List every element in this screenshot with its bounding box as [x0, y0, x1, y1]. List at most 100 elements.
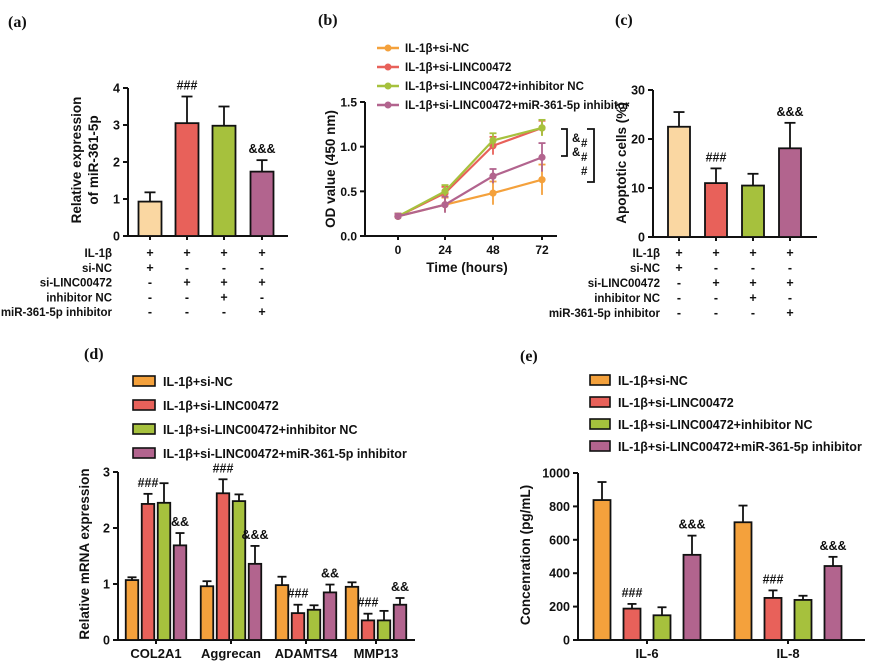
- ytick-label: 0: [113, 230, 120, 244]
- ytick-label: 3: [103, 466, 110, 480]
- bar: [124, 579, 140, 641]
- legend-label: IL-1β+si-LINC00472+inhibitor NC: [405, 81, 584, 93]
- y-axis-label: Apoptotic cells (%): [614, 102, 629, 224]
- legend-item: IL-1β+si-LINC00472+miR-361-5p inhibitor: [377, 100, 630, 112]
- legend-swatch: [132, 375, 156, 387]
- legend-label: IL-1β+si-LINC00472+miR-361-5p inhibitor: [618, 440, 862, 454]
- matrix-value: -: [185, 290, 189, 304]
- significance-annotation: ###: [358, 596, 379, 610]
- significance-annotation: ###: [213, 461, 234, 475]
- matrix-value: -: [714, 306, 718, 320]
- legend-dot-marker: [384, 101, 392, 109]
- series-line: [397, 156, 543, 218]
- significance-annotation: &&&: [678, 518, 705, 532]
- bar: [763, 597, 783, 641]
- legend-label: IL-1β+si-LINC00472+inhibitor NC: [618, 418, 812, 432]
- matrix-row-label: IL-1β: [85, 248, 112, 260]
- matrix-value: -: [148, 305, 152, 319]
- bar: [392, 603, 408, 641]
- matrix-value: +: [146, 246, 153, 260]
- legend-label: IL-1β+si-LINC00472: [163, 399, 279, 413]
- matrix-value: -: [677, 291, 681, 305]
- ytick-label: 400: [549, 567, 570, 581]
- ytick-label: 0.5: [340, 185, 357, 199]
- bar: [793, 599, 813, 641]
- bar: [682, 553, 702, 641]
- bar: [376, 619, 392, 641]
- xtick-label: 72: [535, 243, 549, 257]
- series-line: [397, 126, 543, 218]
- panel-b-label: (b): [318, 12, 338, 29]
- panel-d: (d) IL-1β+si-NC IL-1β+si-LINC00472 IL-1β+s…: [70, 340, 470, 671]
- ytick-label: 1.5: [340, 96, 357, 110]
- matrix-value: +: [258, 246, 265, 260]
- y-axis-label: Relative mRNA expression: [77, 468, 92, 639]
- matrix-row-label: inhibitor NC: [594, 293, 660, 305]
- panel-e-chart: IL-1β+si-NC IL-1β+si-LINC00472 IL-1β+si-LI…: [518, 374, 865, 661]
- significance-annotation: &&: [391, 580, 409, 594]
- legend-swatch: [589, 440, 611, 452]
- legend-label: IL-1β+si-LINC00472+miR-361-5p inhibitor: [163, 447, 407, 461]
- matrix-value: +: [220, 246, 227, 260]
- bar: [344, 585, 360, 641]
- matrix-value: -: [751, 306, 755, 320]
- bar: [211, 124, 237, 237]
- matrix-value: -: [260, 290, 264, 304]
- bar: [652, 614, 672, 641]
- legend-dot-marker: [384, 82, 392, 90]
- matrix-value: +: [749, 276, 756, 290]
- matrix-value: +: [712, 246, 719, 260]
- legend-label: IL-1β+si-LINC00472+miR-361-5p inhibitor: [405, 100, 630, 112]
- ytick-label: 1: [113, 193, 120, 207]
- ytick-label: 2: [103, 522, 110, 536]
- matrix-value: +: [749, 246, 756, 260]
- matrix-value: +: [675, 246, 682, 260]
- matrix-value: -: [148, 276, 152, 290]
- significance-annotation: ###: [288, 587, 309, 601]
- legend-label: IL-1β+si-NC: [163, 375, 233, 389]
- panel-a-chart: 0 1 2 3 4 Relative expression of miR-361-5p ###…: [1, 79, 288, 319]
- significance-annotation: &&: [171, 515, 189, 529]
- significance-annotation: ###: [177, 79, 198, 93]
- matrix-value: -: [788, 291, 792, 305]
- significance-annotation: &&&: [776, 105, 803, 119]
- comparison-bracket: [561, 128, 568, 157]
- matrix-value: +: [183, 246, 190, 260]
- bar: [667, 125, 691, 238]
- matrix-value: -: [222, 305, 226, 319]
- matrix-value: -: [148, 290, 152, 304]
- panel-d-label: (d): [84, 346, 104, 363]
- data-point: [538, 153, 546, 161]
- legend-dot-marker: [384, 44, 392, 52]
- bar: [322, 591, 338, 641]
- legend-swatch: [589, 418, 611, 430]
- bracket-label: #: [581, 166, 588, 178]
- panel-a-label: (a): [8, 14, 27, 31]
- matrix-value: -: [714, 291, 718, 305]
- significance-annotation: &&&: [241, 528, 268, 542]
- xtick-label: 0: [395, 243, 402, 257]
- matrix-value: +: [258, 276, 265, 290]
- data-point: [538, 176, 546, 184]
- xtick-label: 24: [438, 243, 452, 257]
- matrix-value: -: [185, 305, 189, 319]
- panel-e: (e) IL-1β+si-NC IL-1β+si-LINC00472 IL-1β+s…: [480, 340, 885, 671]
- comparison-bracket: [587, 128, 595, 183]
- matrix-value: -: [751, 261, 755, 275]
- matrix-row-label: si-LINC00472: [588, 278, 660, 290]
- legend-swatch: [589, 374, 611, 386]
- xtick-label: 48: [486, 243, 500, 257]
- bar: [704, 182, 728, 238]
- matrix-value: +: [786, 246, 793, 260]
- matrix-value: -: [714, 261, 718, 275]
- matrix-value: +: [220, 276, 227, 290]
- ytick-label: 10: [631, 182, 645, 196]
- legend-label: IL-1β+si-NC: [618, 374, 688, 388]
- panel-b-chart: IL-1β+si-NC IL-1β+si-LINC00472 IL-1β+si-LI…: [323, 43, 630, 275]
- ytick-label: 0.0: [340, 230, 357, 244]
- legend-label: IL-1β+si-LINC00472+inhibitor NC: [163, 423, 357, 437]
- matrix-value: -: [677, 276, 681, 290]
- bar: [290, 612, 306, 641]
- legend-item: IL-1β+si-LINC00472+inhibitor NC: [377, 81, 584, 93]
- legend-item: IL-1β+si-LINC00472: [377, 62, 511, 74]
